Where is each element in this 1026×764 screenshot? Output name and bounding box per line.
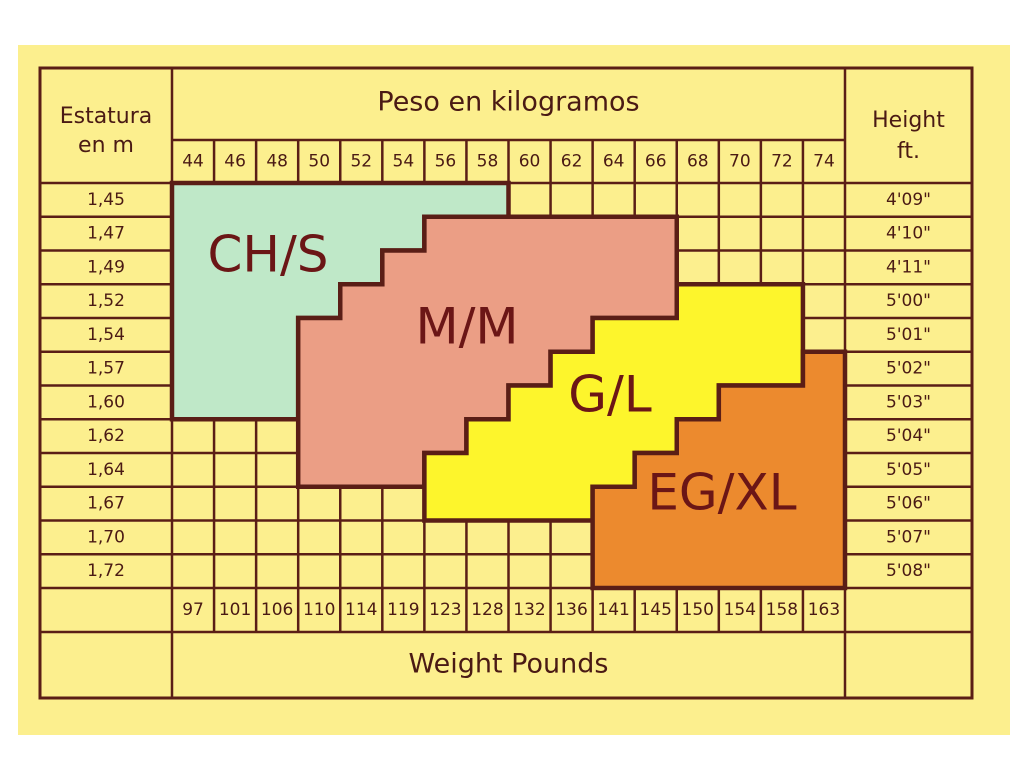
size-label: M/M xyxy=(415,298,518,356)
kg-label: 54 xyxy=(393,152,415,172)
height-ft: 5'04" xyxy=(886,426,931,446)
height-ft: 5'07" xyxy=(886,527,931,547)
height-m: 1,49 xyxy=(87,257,125,277)
kg-label: 48 xyxy=(266,152,288,172)
height-ft: 5'02" xyxy=(886,359,931,379)
height-ft: 5'06" xyxy=(886,494,931,514)
pound-label: 158 xyxy=(766,600,798,620)
pound-label: 163 xyxy=(808,600,840,620)
height-m: 1,45 xyxy=(87,190,125,210)
height-m: 1,72 xyxy=(87,561,125,581)
height-ft: 4'10" xyxy=(886,224,931,244)
pound-label: 97 xyxy=(182,600,204,620)
height-m: 1,60 xyxy=(87,392,125,412)
size-label: G/L xyxy=(568,366,652,424)
height-ft: 4'11" xyxy=(886,257,931,277)
height-ft: 5'01" xyxy=(886,325,931,345)
kg-label: 74 xyxy=(813,152,835,172)
pound-label: 136 xyxy=(555,600,587,620)
pound-label: 110 xyxy=(303,600,335,620)
height-ft: 4'09" xyxy=(886,190,931,210)
height-m: 1,54 xyxy=(87,325,125,345)
kg-label: 44 xyxy=(182,152,204,172)
pound-label: 132 xyxy=(513,600,545,620)
footer: Weight Pounds xyxy=(409,649,609,680)
header-title: Peso en kilogramos xyxy=(377,87,639,118)
kg-label: 66 xyxy=(645,152,667,172)
kg-label: 64 xyxy=(603,152,625,172)
height-ft: 5'03" xyxy=(886,392,931,412)
height-m: 1,57 xyxy=(87,359,125,379)
height-ft: 5'05" xyxy=(886,460,931,480)
height-m: 1,47 xyxy=(87,224,125,244)
kg-label: 56 xyxy=(435,152,457,172)
height-ft: 5'00" xyxy=(886,291,931,311)
size-region xyxy=(590,349,848,591)
pound-label: 114 xyxy=(345,600,377,620)
header-left: Estatura xyxy=(60,104,153,129)
kg-label: 62 xyxy=(561,152,583,172)
header-left: en m xyxy=(78,133,134,158)
pound-label: 119 xyxy=(387,600,419,620)
pound-label: 101 xyxy=(219,600,251,620)
pound-label: 141 xyxy=(597,600,629,620)
kg-label: 52 xyxy=(350,152,372,172)
header-right: Height xyxy=(872,108,945,133)
pound-label: 150 xyxy=(682,600,714,620)
kg-label: 68 xyxy=(687,152,709,172)
height-m: 1,52 xyxy=(87,291,125,311)
kg-label: 70 xyxy=(729,152,751,172)
header-right: ft. xyxy=(897,139,920,164)
height-m: 1,70 xyxy=(87,527,125,547)
kg-label: 60 xyxy=(519,152,541,172)
size-label: CH/S xyxy=(207,226,328,284)
size-label: EG/XL xyxy=(647,464,796,522)
table-border xyxy=(38,66,974,700)
pound-label: 154 xyxy=(724,600,756,620)
kg-label: 72 xyxy=(771,152,793,172)
pound-label: 123 xyxy=(429,600,461,620)
kg-label: 46 xyxy=(224,152,246,172)
kg-label: 50 xyxy=(308,152,330,172)
height-m: 1,64 xyxy=(87,460,125,480)
pound-label: 128 xyxy=(471,600,503,620)
pound-label: 106 xyxy=(261,600,293,620)
height-m: 1,62 xyxy=(87,426,125,446)
kg-label: 58 xyxy=(477,152,499,172)
height-ft: 5'08" xyxy=(886,561,931,581)
height-m: 1,67 xyxy=(87,494,125,514)
pound-label: 145 xyxy=(639,600,671,620)
